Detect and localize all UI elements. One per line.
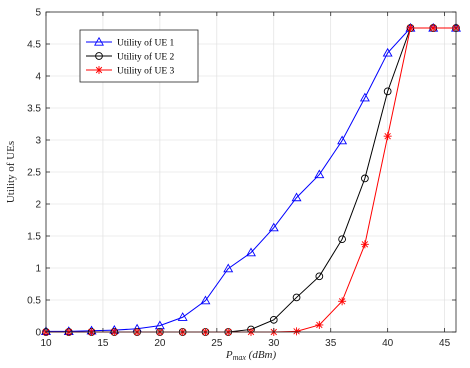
series-1-point: [359, 92, 370, 102]
series-1-point: [291, 192, 302, 202]
series-1-point: [246, 247, 256, 257]
series-3-point: [292, 327, 301, 336]
series-2-point: [338, 235, 346, 244]
legend: Utility of UE 1 Utility of UE 2 Utility of…: [79, 29, 199, 83]
legend-marker: [95, 52, 103, 60]
x-tick-label: 15: [97, 338, 109, 349]
series-3-point: [360, 240, 369, 249]
y-tick-label: 4: [35, 72, 41, 83]
series-3-point: [338, 297, 347, 306]
series-2-point: [269, 315, 278, 324]
marker-stroke: [338, 298, 346, 305]
y-tick-label: 1: [35, 264, 41, 275]
y-tick-label: 3.5: [27, 104, 41, 115]
x-axis-label-main: P: [225, 349, 233, 361]
series-3-point: [406, 24, 415, 32]
series-1-point: [268, 222, 279, 232]
x-tick-label: 40: [382, 338, 394, 349]
x-axis-label-unit: (dBm): [246, 349, 277, 361]
series-3-point: [383, 132, 392, 141]
x-tick-label: 20: [154, 338, 166, 349]
y-tick-label: 2: [35, 200, 41, 211]
y-tick-label: 0.5: [27, 296, 41, 307]
series-3-point: [315, 320, 324, 329]
x-tick-label: 45: [439, 338, 451, 349]
y-tick-label: 1.5: [27, 232, 41, 243]
y-axis-label: Utility of UEs: [5, 141, 17, 203]
series-1-point: [200, 295, 211, 305]
marker-stroke: [95, 66, 103, 74]
series-3-point: [429, 24, 438, 32]
marker-stroke: [361, 241, 369, 248]
legend-marker: [94, 36, 104, 46]
legend-label: Utility of UE 3: [117, 66, 175, 77]
x-axis-label-sub: max: [233, 353, 247, 362]
y-tick-label: 4.5: [27, 40, 41, 51]
x-tick-label: 10: [40, 338, 52, 349]
y-tick-label: 5: [35, 8, 41, 19]
ticks: 10 15 20 25 30 35 40 45 0 0.5 1 1.5 2 2.5 3 3.5 4 4.5 5: [27, 8, 456, 349]
y-tick-label: 0: [35, 328, 41, 339]
series-2-point: [315, 272, 324, 281]
series-2-point: [383, 87, 392, 96]
marker-stroke: [293, 328, 300, 335]
legend-label: Utility of UE 1: [117, 38, 175, 49]
y-tick-label: 2.5: [27, 168, 41, 179]
legend-items: Utility of UE 1 Utility of UE 2 Utility of…: [86, 36, 175, 77]
marker-stroke: [384, 132, 391, 140]
series-1-point: [337, 135, 348, 145]
x-axis-label: Pmax (dBm): [225, 349, 277, 362]
x-tick-label: 30: [268, 338, 280, 349]
series-1-point: [177, 312, 188, 321]
y-tick-label: 3: [35, 136, 41, 147]
legend-marker: [95, 66, 103, 74]
series-1-point: [314, 169, 325, 179]
series-2-point: [292, 293, 301, 302]
series-1-point: [382, 47, 393, 57]
marker-stroke: [430, 24, 437, 32]
marker-stroke: [316, 321, 323, 329]
marker-stroke: [407, 24, 414, 32]
legend-label: Utility of UE 2: [117, 52, 175, 63]
series-1-point: [223, 263, 234, 273]
x-tick-label: 35: [325, 338, 337, 349]
series-2-point: [361, 174, 369, 183]
x-tick-label: 25: [211, 338, 223, 349]
